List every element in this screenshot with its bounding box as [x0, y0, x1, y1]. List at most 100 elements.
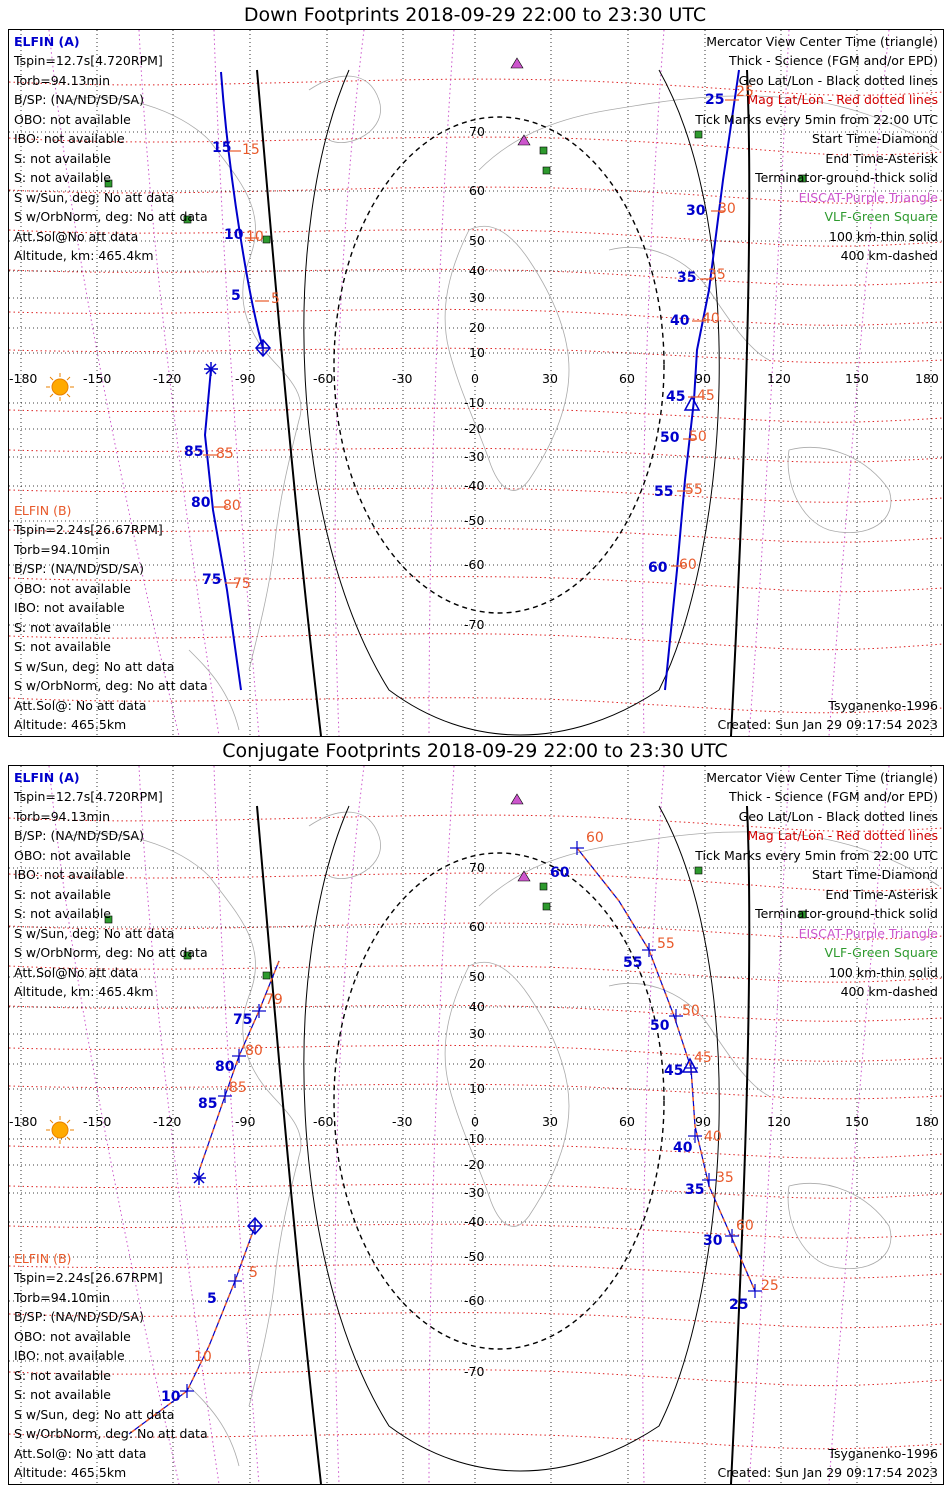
elfin-a-info: Altitude, km: 465.4km — [14, 248, 154, 263]
elfin-b-info: Tspin=2.24s[26.67RPM] — [14, 1270, 163, 1285]
track-a-tick-label: 10 — [161, 1389, 181, 1405]
track-a-tick-label: 25 — [705, 92, 725, 108]
track-b-tick-label: 55 — [657, 936, 675, 952]
elfin-b-info: S w/OrbNorm, deg: No att data — [14, 1426, 208, 1441]
fov-400km — [333, 116, 665, 614]
legend-item: 100 km-thin solid — [829, 229, 938, 244]
elfin-a-info: S: not available — [14, 887, 111, 902]
end-asterisk — [204, 362, 218, 376]
track-a-tick-label: 85 — [184, 444, 204, 460]
lat-label: -30 — [464, 1185, 485, 1200]
lat-label: -50 — [464, 1249, 485, 1264]
legend-item: VLF-Green Square — [824, 209, 938, 224]
elfin-a-name: ELFIN (A) — [14, 34, 80, 49]
track-ticks — [203, 99, 739, 584]
track-b-tick-label: 50 — [689, 429, 707, 445]
track-b-tick-label: 30 — [718, 201, 736, 217]
legend-item: Terminator-ground-thick solid — [755, 906, 938, 921]
lat-label: -70 — [464, 617, 485, 632]
mag-grid — [9, 78, 943, 714]
legend-item: End Time-Asterisk — [825, 151, 938, 166]
track-b-tick-label: 10 — [194, 1349, 212, 1365]
elfin-b-info: Tspin=2.24s[26.67RPM] — [14, 522, 163, 537]
track-a-tick-label: 30 — [703, 1233, 723, 1249]
elfin-a-info: S: not available — [14, 906, 111, 921]
geo-grid — [9, 30, 943, 736]
legend-item: 400 km-dashed — [840, 984, 938, 999]
lon-label: -120 — [153, 371, 182, 386]
sun-icon — [46, 373, 74, 401]
eiscat-triangle-2 — [517, 134, 531, 146]
lat-label: -70 — [464, 1364, 485, 1379]
elfin-b-info: Altitude: 465.5km — [14, 1465, 127, 1480]
lat-label: 20 — [469, 1056, 485, 1071]
elfin-b-info: S w/Sun, deg: No att data — [14, 1407, 175, 1422]
created-label: Created: Sun Jan 29 09:17:54 2023 — [717, 1465, 938, 1480]
legend-item: Tick Marks every 5min from 22:00 UTC — [695, 112, 938, 127]
track-b-tick-label: 50 — [682, 1003, 700, 1019]
track-b-tick-label: 5 — [271, 291, 280, 307]
start-diamond — [255, 338, 271, 358]
track-a-tick-label: 60 — [648, 560, 668, 576]
track-a-tick-label: 75 — [233, 1012, 253, 1028]
track-a-tick-label: 30 — [686, 203, 706, 219]
lat-label: 10 — [469, 1081, 485, 1096]
vlf-squares — [104, 866, 807, 980]
lat-label: -60 — [464, 1293, 485, 1308]
track-a-tick-label: 45 — [666, 389, 686, 405]
track-b-tick-label: 85 — [229, 1080, 247, 1096]
map-canvas-down — [9, 30, 943, 736]
track-a-tick-label: 40 — [670, 313, 690, 329]
legend-item: Mercator View Center Time (triangle) — [706, 34, 938, 49]
terminator-east — [730, 805, 751, 1484]
lat-label: 30 — [469, 290, 485, 305]
elfin-a-name: ELFIN (A) — [14, 770, 80, 785]
legend-item: Geo Lat/Lon - Black dotted lines — [738, 73, 938, 88]
lat-label: -10 — [464, 395, 485, 410]
elfin-a-info: OBO: not available — [14, 848, 131, 863]
lon-label: 90 — [695, 1114, 711, 1129]
track-b-tick-label: 80 — [223, 498, 241, 514]
lon-label: 0 — [471, 1114, 479, 1129]
mag-grid — [9, 814, 943, 1450]
elfin-b-track-sw — [128, 1225, 256, 1435]
track-b-tick-label: 35 — [716, 1170, 734, 1186]
elfin-b-info: S: not available — [14, 1368, 111, 1383]
mag-meridians — [48, 30, 890, 736]
lon-label: -30 — [392, 1114, 413, 1129]
terminator-west — [256, 69, 322, 736]
track-b-tick-label: 79 — [265, 992, 283, 1008]
lat-label: -20 — [464, 421, 485, 436]
legend-item: Tick Marks every 5min from 22:00 UTC — [695, 848, 938, 863]
lat-label: -30 — [464, 449, 485, 464]
elfin-a-info: Tspin=12.7s[4.720RPM] — [14, 789, 163, 804]
elfin-b-track-east — [576, 847, 756, 1292]
lat-label: 10 — [469, 345, 485, 360]
lon-label: 120 — [767, 371, 791, 386]
elfin-a-info: B/SP: (NA/ND/SD/SA) — [14, 828, 144, 843]
elfin-b-info: S: not available — [14, 639, 111, 654]
created-label: Created: Sun Jan 29 09:17:54 2023 — [717, 717, 938, 732]
model-label: Tsyganenko-1996 — [828, 698, 938, 713]
track-a-tick-label: 50 — [660, 430, 680, 446]
elfin-a-info: S w/Sun, deg: No att data — [14, 190, 175, 205]
elfin-b-info: S w/OrbNorm, deg: No att data — [14, 678, 208, 693]
lat-label: 50 — [469, 233, 485, 248]
elfin-a-track-east — [664, 69, 740, 691]
track-b-tick-label: 80 — [245, 1043, 263, 1059]
elfin-b-info: Torb=94.10min — [14, 542, 111, 557]
track-a-tick-label: 15 — [212, 140, 232, 156]
elfin-a-info: IBO: not available — [14, 131, 125, 146]
elfin-a-info: S w/Sun, deg: No att data — [14, 926, 175, 941]
elfin-a-info: S: not available — [14, 151, 111, 166]
lon-label: 120 — [767, 1114, 791, 1129]
eiscat-triangle-1 — [510, 57, 524, 69]
lon-label: 0 — [471, 371, 479, 386]
lat-label: -60 — [464, 557, 485, 572]
elfin-a-track-west-2 — [203, 368, 242, 691]
lon-label: -60 — [313, 1114, 334, 1129]
legend-item: Geo Lat/Lon - Black dotted lines — [738, 809, 938, 824]
track-b-tick-label: 60 — [586, 830, 604, 846]
elfin-b-info: Torb=94.10min — [14, 1290, 111, 1305]
legend-item: Mag Lat/Lon - Red dotted lines — [747, 828, 938, 843]
